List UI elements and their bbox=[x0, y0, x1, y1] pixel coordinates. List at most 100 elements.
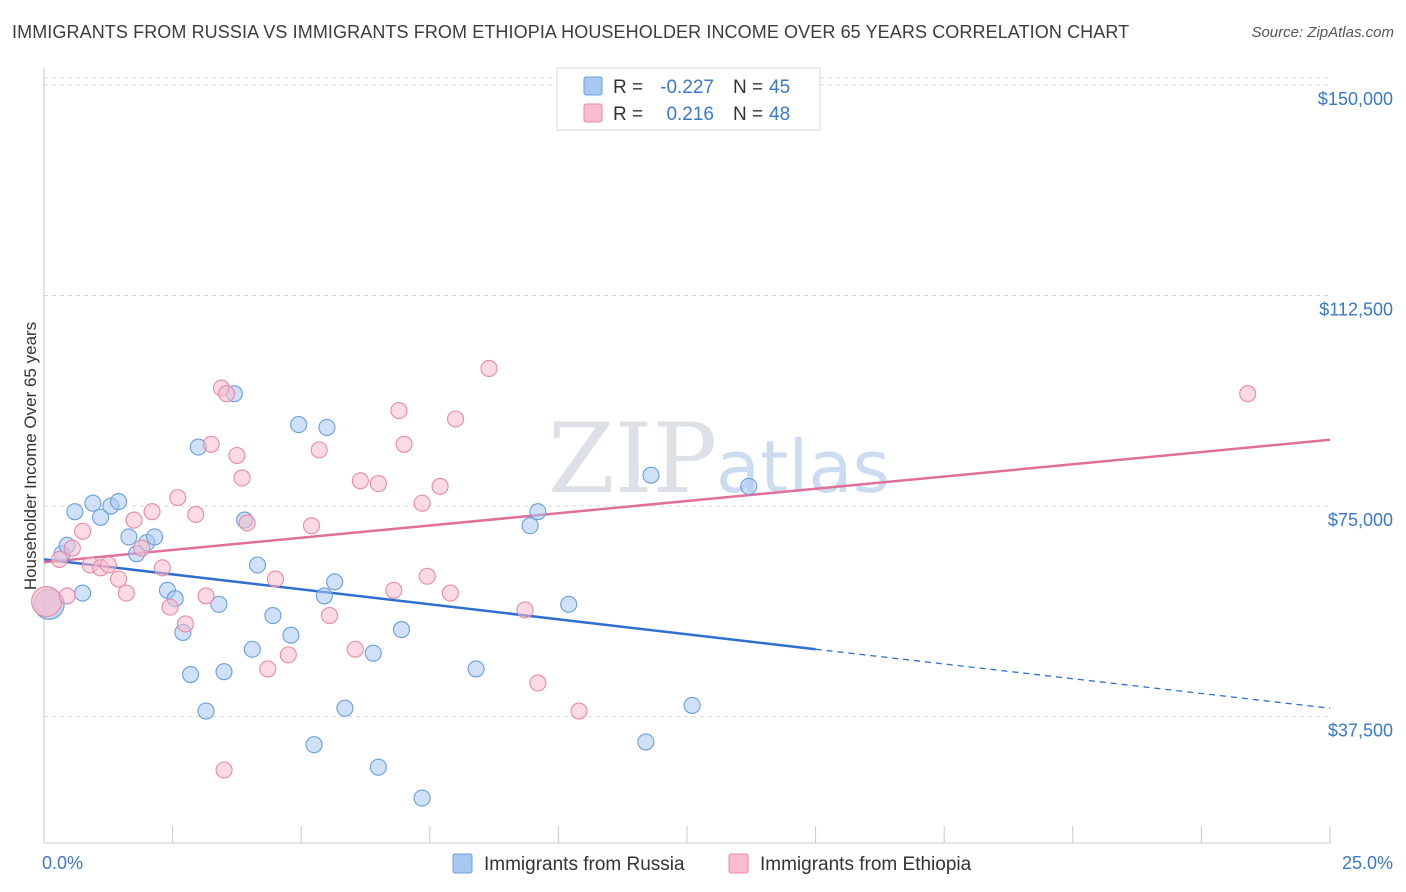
point-russia bbox=[637, 733, 655, 751]
point-ethiopia bbox=[302, 517, 321, 535]
bottom-legend-label-ethiopia: Immigrants from Ethiopia bbox=[760, 854, 972, 875]
legend-r-value-russia: -0.227 bbox=[660, 77, 714, 98]
point-ethiopia bbox=[390, 402, 408, 420]
point-ethiopia bbox=[238, 514, 256, 532]
trend-extension-russia bbox=[815, 648, 1331, 709]
bottom-legend-swatch-russia bbox=[452, 853, 473, 874]
point-ethiopia bbox=[74, 522, 92, 540]
point-ethiopia bbox=[369, 475, 387, 493]
point-ethiopia bbox=[63, 539, 81, 557]
point-ethiopia bbox=[266, 570, 285, 588]
point-russia bbox=[74, 584, 92, 602]
point-russia bbox=[336, 699, 354, 717]
y-tick-label: $112,500 bbox=[1319, 299, 1393, 319]
legend-swatch-russia bbox=[583, 76, 603, 96]
point-ethiopia bbox=[197, 587, 215, 605]
trend-line-russia bbox=[43, 558, 816, 651]
point-russia bbox=[305, 736, 323, 754]
legend-n-value-ethiopia: 48 bbox=[769, 104, 790, 125]
legend-swatch-ethiopia bbox=[583, 103, 603, 123]
y-tick-label: $75,000 bbox=[1328, 510, 1393, 530]
point-ethiopia bbox=[516, 601, 534, 619]
point-ethiopia bbox=[431, 477, 449, 495]
point-ethiopia bbox=[228, 446, 246, 465]
point-russia bbox=[146, 528, 164, 546]
point-ethiopia bbox=[385, 581, 403, 599]
point-ethiopia bbox=[58, 587, 76, 605]
point-ethiopia bbox=[161, 598, 179, 616]
point-ethiopia bbox=[110, 570, 128, 588]
legend-n-label-ethiopia: N = bbox=[733, 104, 763, 125]
point-ethiopia bbox=[310, 441, 328, 459]
point-ethiopia bbox=[169, 489, 187, 507]
point-russia bbox=[197, 702, 215, 720]
point-ethiopia bbox=[570, 702, 588, 720]
point-ethiopia bbox=[259, 660, 277, 678]
point-russia bbox=[326, 573, 344, 591]
stats-legend: R = -0.227 N = 45 R = 0.216 N = 48 bbox=[556, 67, 821, 131]
point-russia bbox=[560, 595, 578, 613]
legend-n-label-russia: N = bbox=[733, 77, 763, 98]
point-ethiopia bbox=[1239, 385, 1257, 403]
legend-r-label-ethiopia: R = bbox=[613, 104, 643, 125]
point-russia bbox=[392, 621, 411, 639]
point-ethiopia bbox=[215, 761, 233, 779]
point-russia bbox=[182, 665, 200, 684]
point-ethiopia bbox=[153, 559, 171, 577]
chart-title: IMMIGRANTS FROM RUSSIA VS IMMIGRANTS FRO… bbox=[12, 22, 1130, 42]
point-russia bbox=[369, 758, 387, 776]
point-ethiopia bbox=[125, 511, 143, 529]
point-ethiopia bbox=[395, 435, 413, 453]
point-russia bbox=[66, 503, 84, 521]
point-russia bbox=[467, 660, 485, 678]
point-ethiopia bbox=[441, 584, 459, 602]
point-ethiopia bbox=[202, 435, 220, 453]
legend-n-value-russia: 45 bbox=[769, 77, 790, 98]
point-russia bbox=[529, 503, 547, 521]
point-ethiopia bbox=[351, 472, 369, 490]
legend-r-label-russia: R = bbox=[613, 77, 643, 98]
point-ethiopia bbox=[346, 640, 364, 658]
point-russia bbox=[264, 607, 282, 625]
point-russia bbox=[248, 556, 267, 574]
point-russia bbox=[642, 466, 660, 484]
point-ethiopia bbox=[133, 539, 151, 557]
x-tick-label: 25.0% bbox=[1342, 853, 1393, 873]
point-russia bbox=[315, 587, 333, 605]
legend-r-value-ethiopia: 0.216 bbox=[666, 104, 714, 125]
point-ethiopia bbox=[480, 359, 498, 378]
point-russia bbox=[243, 640, 261, 658]
point-ethiopia bbox=[218, 385, 236, 403]
point-russia bbox=[110, 493, 128, 511]
y-axis-label: Householder Income Over 65 years bbox=[21, 322, 40, 590]
point-ethiopia bbox=[143, 503, 161, 521]
trend-line-ethiopia bbox=[43, 438, 1331, 564]
data-points bbox=[31, 359, 1257, 807]
point-russia bbox=[683, 696, 701, 714]
point-ethiopia bbox=[99, 556, 117, 574]
point-russia bbox=[120, 528, 138, 546]
axes bbox=[43, 68, 1331, 844]
point-russia bbox=[318, 418, 336, 436]
point-russia bbox=[364, 644, 382, 662]
point-ethiopia bbox=[446, 410, 465, 428]
bottom-legend-swatch-ethiopia bbox=[728, 853, 749, 874]
series-legend: Immigrants from Russia Immigrants from E… bbox=[452, 853, 972, 875]
point-ethiopia bbox=[418, 567, 436, 585]
point-ethiopia bbox=[233, 469, 251, 487]
point-russia bbox=[740, 477, 758, 495]
y-tick-label: $37,500 bbox=[1328, 721, 1393, 741]
point-russia bbox=[215, 663, 233, 681]
source-credit: Source: ZipAtlas.com bbox=[1251, 24, 1394, 41]
bottom-legend-label-russia: Immigrants from Russia bbox=[484, 854, 685, 875]
point-russia bbox=[210, 595, 228, 613]
point-ethiopia bbox=[187, 505, 205, 524]
trend-lines bbox=[43, 438, 1331, 709]
point-ethiopia bbox=[320, 607, 339, 625]
point-ethiopia bbox=[529, 674, 547, 692]
point-ethiopia bbox=[413, 494, 431, 512]
point-ethiopia bbox=[50, 550, 68, 568]
point-ethiopia bbox=[117, 584, 135, 602]
point-russia bbox=[413, 789, 431, 807]
